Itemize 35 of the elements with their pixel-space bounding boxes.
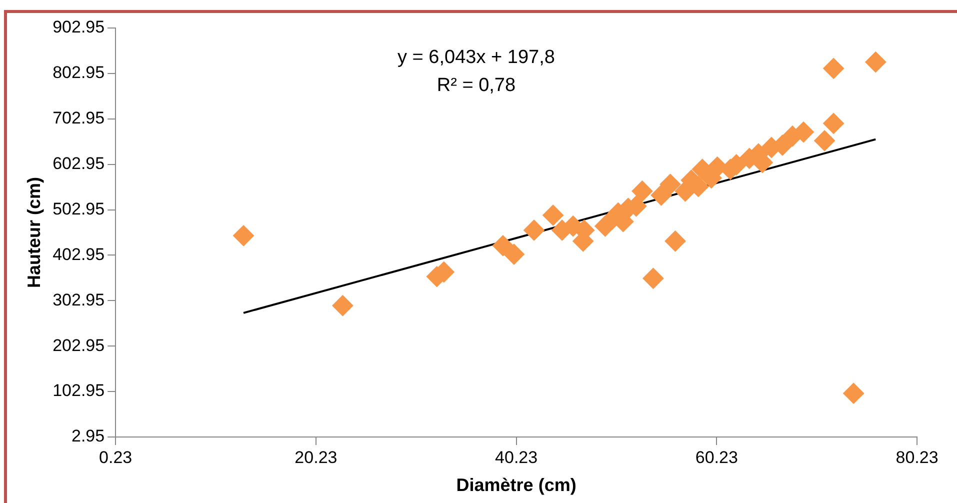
y-tick-label: 702.95	[52, 108, 105, 128]
point	[843, 382, 864, 404]
point	[542, 204, 564, 226]
x-tick-label: 40.23	[495, 448, 538, 467]
y-tick-label: 502.95	[52, 199, 105, 218]
y-tick-label: 802.95	[52, 63, 105, 82]
x-tick-label: 80.23	[896, 448, 938, 467]
point	[632, 180, 653, 202]
y-tick-label: 402.95	[52, 244, 105, 264]
point	[524, 220, 545, 241]
y-axis-title: Hauteur (cm)	[24, 176, 44, 288]
x-tick-label: 0.23	[99, 448, 132, 467]
y-tick-label: 602.95	[52, 154, 105, 174]
annotation: R² = 0,78	[436, 75, 516, 96]
point	[492, 235, 514, 256]
point	[332, 295, 354, 316]
point	[503, 244, 524, 265]
x-axis-title: Diamètre (cm)	[456, 475, 576, 496]
y-tick-label: 302.95	[52, 290, 105, 310]
point	[865, 52, 886, 73]
point	[233, 225, 254, 246]
x-tick-label: 60.23	[695, 448, 738, 467]
point	[650, 184, 672, 206]
x-tick-label: 20.23	[294, 448, 338, 467]
point	[814, 130, 836, 152]
y-tick-label: 2.95	[72, 426, 105, 446]
y-tick-label: 102.95	[52, 381, 105, 400]
annotation: y = 6,043x + 197,8	[398, 47, 555, 68]
point	[823, 112, 844, 134]
y-tick-label: 202.95	[52, 336, 105, 355]
point	[642, 268, 664, 289]
point	[664, 230, 686, 252]
y-tick-label: 902.95	[52, 18, 105, 37]
point	[823, 58, 844, 79]
point	[660, 174, 681, 195]
